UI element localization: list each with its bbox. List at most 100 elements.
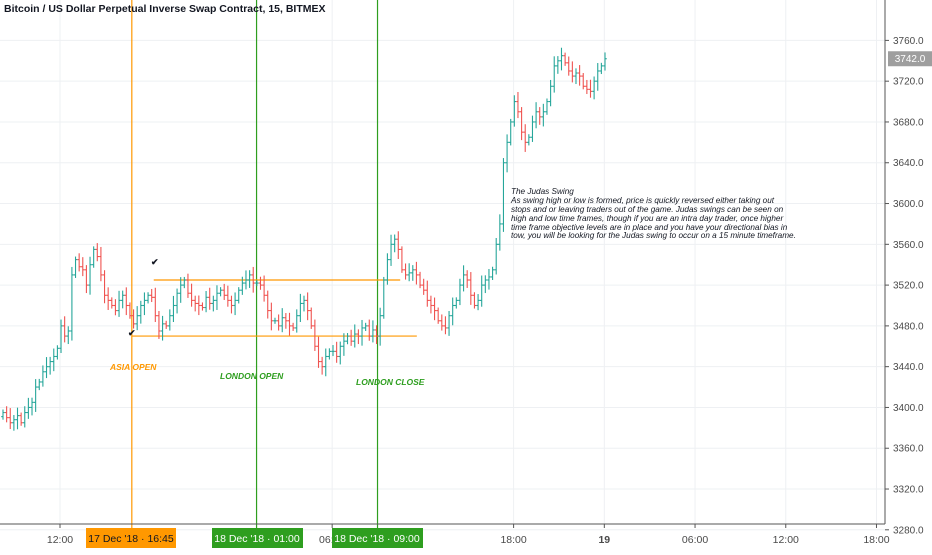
x-tick-label: 12:00 [773, 534, 799, 546]
candle [512, 95, 517, 127]
candle [215, 285, 219, 310]
y-tick-label: 3440.0 [893, 362, 924, 373]
candle [505, 134, 509, 173]
candle [403, 263, 408, 280]
candle [556, 56, 560, 74]
candle [552, 56, 557, 93]
y-tick-label: 3320.0 [893, 485, 924, 496]
asia-open-label: ASIA OPEN [109, 362, 157, 372]
candle [157, 310, 161, 339]
candle [247, 270, 252, 288]
candle [374, 325, 379, 345]
y-tick-label: 3600.0 [893, 199, 924, 210]
candle [327, 348, 332, 360]
asia-open-time-text: 17 Dec '18 · 16:45 [88, 533, 174, 545]
candle [436, 307, 440, 324]
candle [574, 68, 578, 85]
candle [476, 294, 480, 311]
candle [124, 287, 129, 316]
candle [352, 324, 357, 348]
candle [487, 268, 491, 290]
candle [378, 307, 382, 346]
candle [51, 348, 56, 372]
y-tick-label: 3520.0 [893, 281, 924, 292]
candle [599, 62, 604, 75]
candle [66, 326, 71, 345]
grid-layer [0, 0, 885, 531]
candle [458, 278, 462, 306]
candle [545, 98, 549, 115]
y-tick-label: 3360.0 [893, 444, 924, 455]
candle [12, 414, 16, 431]
candle [440, 314, 444, 331]
candle [99, 246, 103, 282]
candle [309, 307, 314, 329]
candle [396, 231, 401, 259]
candle [62, 316, 67, 343]
candle [102, 270, 107, 304]
candle [385, 253, 390, 285]
y-tick-label: 3280.0 [893, 525, 924, 536]
candle [207, 287, 212, 310]
candle [454, 297, 459, 309]
candle [479, 275, 484, 307]
judas-line-4: time frame objective levels are in place… [511, 223, 788, 232]
candle [19, 412, 23, 426]
y-tick-label: 3680.0 [893, 117, 924, 128]
candle [298, 293, 303, 323]
candle [128, 302, 132, 319]
y-tick-label: 3720.0 [893, 77, 924, 88]
candle [338, 341, 343, 365]
candle [548, 79, 553, 107]
y-tick-label: 3480.0 [893, 321, 924, 332]
candle [91, 246, 96, 268]
candle [410, 265, 415, 281]
candle [429, 295, 433, 314]
candle [302, 295, 306, 312]
candle [541, 103, 546, 127]
candle [389, 234, 393, 266]
candle [291, 322, 295, 331]
candle [425, 280, 430, 307]
y-tick-label: 3760.0 [893, 36, 924, 47]
candle [41, 365, 45, 387]
london-open-time-text: 18 Dec '18 · 01:00 [214, 533, 300, 545]
candle [80, 257, 85, 277]
candle [265, 290, 270, 319]
candle [197, 295, 201, 316]
candle [345, 333, 350, 345]
candle [280, 308, 285, 333]
candle [48, 356, 52, 375]
candle [4, 406, 9, 423]
x-tick-label: 06:00 [682, 534, 708, 546]
candle [349, 329, 353, 346]
candle [508, 118, 513, 146]
candle [269, 302, 274, 331]
x-tick-label: 19 [598, 534, 610, 546]
candle [523, 124, 528, 152]
candle [360, 319, 364, 346]
candle [77, 253, 81, 272]
candle [381, 276, 386, 319]
candle [588, 79, 593, 98]
candle [258, 276, 263, 290]
candle [26, 397, 31, 419]
candle [407, 263, 411, 282]
candle [581, 73, 586, 90]
candle [200, 302, 205, 311]
candle [142, 292, 147, 316]
candle [392, 234, 397, 253]
candle [131, 309, 136, 329]
candle [367, 319, 372, 341]
candle [530, 115, 535, 142]
judas-line-5: tow, you will be looking for the Judas s… [511, 231, 796, 240]
candle [313, 319, 317, 351]
chart-title: Bitcoin / US Dollar Perpetual Inverse Sw… [4, 3, 326, 15]
candle [284, 313, 288, 329]
candle [483, 275, 488, 294]
asia-open-time-badge [86, 528, 176, 548]
candle [305, 292, 310, 321]
london-close-time-badge [332, 528, 423, 548]
